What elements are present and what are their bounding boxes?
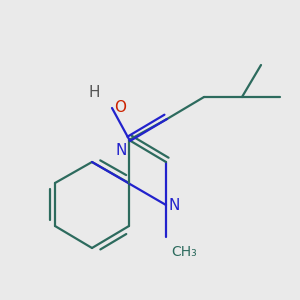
Text: H: H (88, 85, 100, 100)
Text: O: O (114, 100, 126, 116)
Text: N: N (116, 143, 127, 158)
Text: CH₃: CH₃ (171, 245, 197, 259)
Text: N: N (168, 197, 179, 212)
